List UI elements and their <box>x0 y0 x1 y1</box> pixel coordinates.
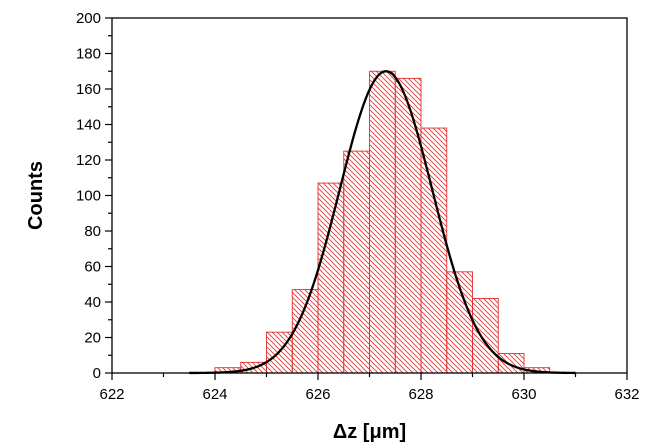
x-tick-label: 624 <box>202 386 227 403</box>
histogram-bar <box>420 127 448 374</box>
x-axis-title: Δz [μm] <box>333 421 406 443</box>
x-tick-label: 628 <box>408 386 433 403</box>
x-tick-label: 626 <box>305 386 330 403</box>
y-tick-label: 80 <box>84 223 101 240</box>
histogram-bars <box>214 70 551 374</box>
histogram-bar <box>394 77 422 374</box>
y-tick-label: 200 <box>76 10 101 27</box>
x-tick-label: 630 <box>511 386 536 403</box>
y-axis-ticks: 0 20 40 60 80 100 120 140 160 180 200 <box>76 10 112 382</box>
x-tick-label: 622 <box>99 386 124 403</box>
histogram-bar <box>317 182 345 374</box>
y-tick-label: 180 <box>76 46 101 63</box>
histogram-bar <box>472 298 499 374</box>
x-tick-label: 632 <box>614 386 639 403</box>
y-tick-label: 0 <box>93 365 101 382</box>
y-tick-label: 140 <box>76 117 101 134</box>
histogram-bar <box>343 150 370 374</box>
y-tick-label: 120 <box>76 152 101 169</box>
x-axis-ticks: 622 624 626 628 630 632 <box>99 373 640 403</box>
histogram-bar <box>497 353 525 374</box>
y-tick-label: 40 <box>84 294 101 311</box>
y-tick-label: 160 <box>76 81 101 98</box>
y-tick-label: 100 <box>76 188 101 205</box>
histogram-bar <box>291 289 319 374</box>
gaussian-fit-curve <box>189 70 576 375</box>
y-axis-title: Counts <box>25 161 47 230</box>
y-tick-label: 20 <box>84 330 101 347</box>
histogram-bar <box>369 70 396 374</box>
y-tick-label: 60 <box>84 259 101 276</box>
